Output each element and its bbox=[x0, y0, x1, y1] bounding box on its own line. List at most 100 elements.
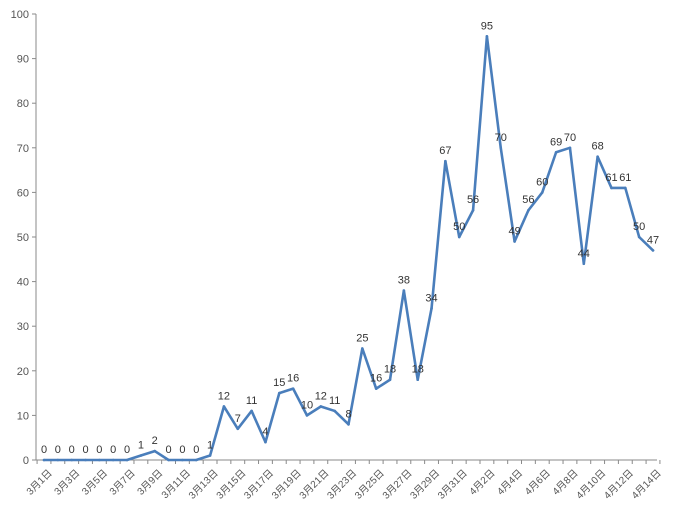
data-point bbox=[167, 458, 170, 462]
x-tick-label: 4月4日 bbox=[495, 467, 525, 497]
data-point bbox=[499, 146, 503, 150]
x-tick-label: 3月27日 bbox=[380, 467, 414, 501]
data-point bbox=[56, 458, 60, 462]
data-point bbox=[361, 347, 364, 350]
data-point bbox=[291, 387, 295, 390]
data-label: 12 bbox=[218, 390, 230, 402]
data-point bbox=[84, 458, 87, 462]
data-point bbox=[651, 249, 655, 252]
data-point bbox=[485, 35, 489, 38]
data-point bbox=[347, 423, 350, 426]
y-tick-label: 10 bbox=[17, 410, 29, 422]
data-point bbox=[42, 458, 46, 462]
data-label: 70 bbox=[495, 132, 507, 144]
x-tick-label: 4月10日 bbox=[574, 467, 608, 501]
data-label: 69 bbox=[550, 136, 562, 148]
data-label: 0 bbox=[179, 444, 185, 456]
data-point bbox=[416, 378, 420, 382]
data-label: 10 bbox=[301, 399, 313, 411]
data-point bbox=[624, 186, 627, 190]
data-point bbox=[637, 235, 641, 239]
y-tick-label: 30 bbox=[17, 321, 29, 333]
y-tick-label: 0 bbox=[23, 455, 29, 467]
data-label: 1 bbox=[207, 440, 213, 452]
data-point bbox=[430, 307, 433, 310]
x-tick-label: 4月12日 bbox=[602, 467, 636, 501]
data-point bbox=[194, 458, 198, 462]
x-tick-label: 4月2日 bbox=[467, 467, 497, 497]
data-point bbox=[388, 378, 392, 382]
y-tick-label: 60 bbox=[17, 187, 29, 199]
data-label: 50 bbox=[453, 221, 465, 233]
y-tick-label: 90 bbox=[17, 54, 29, 66]
data-point bbox=[333, 409, 336, 413]
data-label: 0 bbox=[82, 444, 88, 456]
x-tick-label: 4月6日 bbox=[522, 467, 552, 497]
data-label: 0 bbox=[55, 444, 61, 456]
data-point bbox=[568, 146, 572, 150]
data-label: 56 bbox=[522, 194, 534, 206]
data-point bbox=[181, 458, 184, 462]
data-label: 68 bbox=[592, 141, 604, 153]
data-label: 0 bbox=[110, 444, 116, 456]
data-label: 2 bbox=[152, 435, 158, 447]
data-label: 67 bbox=[439, 145, 451, 157]
data-label: 18 bbox=[384, 364, 396, 376]
data-label: 60 bbox=[536, 176, 548, 188]
x-tick-label: 3月19日 bbox=[269, 467, 303, 501]
series-group bbox=[42, 34, 655, 462]
data-label: 56 bbox=[467, 194, 479, 206]
data-label: 47 bbox=[647, 234, 659, 246]
data-point bbox=[596, 155, 599, 159]
data-point bbox=[402, 289, 406, 292]
data-point bbox=[527, 208, 530, 212]
x-tick-label: 3月7日 bbox=[107, 467, 137, 497]
data-point bbox=[305, 414, 309, 417]
data-label: 4 bbox=[262, 426, 268, 438]
data-label: 61 bbox=[605, 172, 617, 184]
data-label: 44 bbox=[578, 248, 590, 260]
data-point bbox=[125, 458, 129, 462]
x-tick-label: 3月31日 bbox=[435, 467, 469, 501]
data-label: 0 bbox=[193, 444, 199, 456]
data-point bbox=[444, 159, 447, 163]
data-label: 95 bbox=[481, 20, 493, 32]
data-label: 16 bbox=[370, 373, 382, 385]
y-tick-label: 100 bbox=[11, 9, 29, 21]
data-point bbox=[222, 405, 226, 408]
data-point bbox=[208, 454, 212, 457]
y-tick-label: 40 bbox=[17, 277, 29, 289]
data-label: 70 bbox=[564, 132, 576, 144]
data-label: 8 bbox=[345, 408, 351, 420]
data-point bbox=[374, 387, 378, 390]
data-point bbox=[236, 427, 240, 431]
data-point bbox=[139, 454, 143, 457]
data-label: 12 bbox=[315, 390, 327, 402]
data-label: 0 bbox=[69, 444, 75, 456]
y-tick-label: 20 bbox=[17, 366, 29, 378]
data-point bbox=[513, 240, 516, 243]
data-label: 0 bbox=[124, 444, 130, 456]
data-point bbox=[582, 262, 586, 266]
data-label: 16 bbox=[287, 373, 299, 385]
x-tick-label: 3月23日 bbox=[325, 467, 359, 501]
data-point bbox=[319, 405, 323, 408]
data-label: 0 bbox=[166, 444, 172, 456]
x-tick-label: 3月1日 bbox=[24, 467, 54, 497]
data-point bbox=[277, 391, 281, 395]
x-tick-label: 3月13日 bbox=[186, 467, 220, 501]
x-tick-label: 3月3日 bbox=[52, 467, 82, 497]
data-point bbox=[610, 186, 613, 190]
data-label: 1 bbox=[138, 440, 144, 452]
x-tick-label: 3月15日 bbox=[214, 467, 248, 501]
x-axis: 3月1日3月3日3月5日3月7日3月9日3月11日3月13日3月15日3月17日… bbox=[24, 459, 664, 502]
x-tick-label: 3月5日 bbox=[80, 467, 110, 497]
data-label: 15 bbox=[273, 377, 285, 389]
data-label: 25 bbox=[356, 333, 368, 345]
data-point bbox=[111, 458, 115, 462]
data-label: 49 bbox=[508, 225, 520, 237]
data-label: 34 bbox=[425, 292, 437, 304]
data-point bbox=[471, 208, 475, 212]
